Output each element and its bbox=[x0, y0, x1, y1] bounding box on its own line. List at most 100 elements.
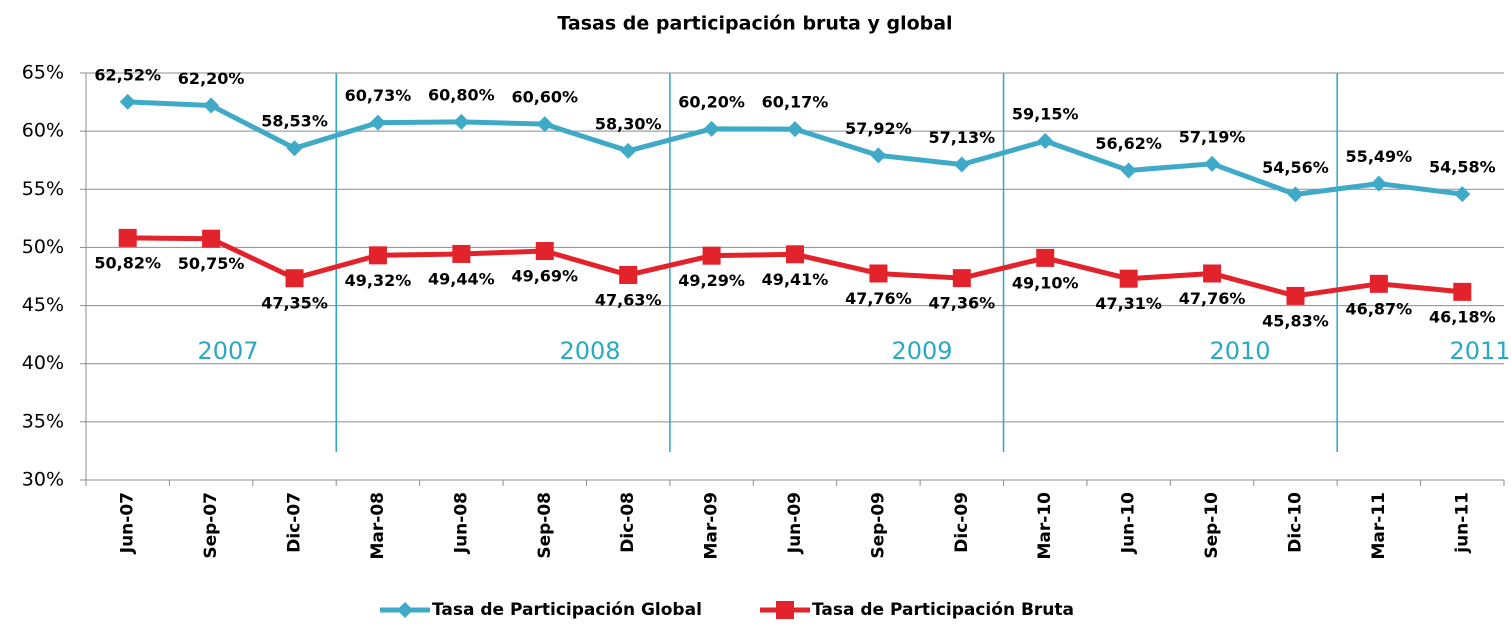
data-label: 57,19% bbox=[1179, 127, 1246, 146]
point-marker bbox=[870, 147, 887, 164]
data-label: 46,18% bbox=[1429, 307, 1496, 326]
point-marker bbox=[1120, 162, 1137, 179]
data-label: 56,62% bbox=[1095, 134, 1162, 153]
x-tick-label: Sep-10 bbox=[1202, 492, 1222, 559]
data-label: 54,56% bbox=[1262, 158, 1329, 177]
data-label: 49,10% bbox=[1012, 273, 1079, 292]
data-label: 58,30% bbox=[595, 114, 662, 133]
data-label: 55,49% bbox=[1346, 147, 1413, 166]
point-marker bbox=[619, 265, 638, 284]
point-marker bbox=[119, 93, 136, 110]
point-marker bbox=[118, 228, 137, 247]
data-label: 49,32% bbox=[345, 271, 412, 290]
x-tick-label: Mar-11 bbox=[1369, 492, 1389, 560]
data-label: 47,76% bbox=[845, 289, 912, 308]
point-marker bbox=[1204, 155, 1221, 172]
point-marker bbox=[953, 156, 970, 173]
data-label: 50,82% bbox=[94, 253, 161, 272]
legend-label: Tasa de Participación Bruta bbox=[812, 600, 1074, 620]
x-tick-label: Sep-07 bbox=[201, 492, 221, 559]
data-label: 60,80% bbox=[428, 85, 495, 104]
data-label: 50,75% bbox=[178, 254, 245, 273]
point-marker bbox=[702, 246, 721, 265]
data-label: 59,15% bbox=[1012, 105, 1079, 124]
point-marker bbox=[787, 121, 803, 138]
point-marker bbox=[1286, 286, 1305, 305]
data-label: 49,29% bbox=[678, 271, 745, 290]
data-label: 60,60% bbox=[511, 88, 578, 107]
legend-marker bbox=[397, 602, 413, 618]
year-label: 2009 bbox=[891, 337, 952, 365]
year-label: 2007 bbox=[197, 337, 258, 365]
data-label: 58,53% bbox=[261, 112, 328, 131]
x-tick-label: Mar-09 bbox=[702, 492, 722, 560]
year-label: 2008 bbox=[559, 337, 620, 365]
x-tick-label: Mar-10 bbox=[1035, 492, 1055, 560]
data-label: 57,92% bbox=[845, 119, 912, 138]
x-tick-label: Dic-10 bbox=[1285, 492, 1305, 553]
data-label: 49,69% bbox=[511, 267, 578, 286]
point-marker bbox=[703, 120, 720, 137]
y-tick-label: 55% bbox=[22, 178, 64, 200]
y-tick-label: 50% bbox=[22, 236, 64, 258]
x-tick-label: jun-11 bbox=[1452, 492, 1472, 554]
y-tick-label: 65% bbox=[22, 62, 64, 84]
data-label: 60,73% bbox=[345, 86, 412, 105]
data-label: 47,76% bbox=[1179, 289, 1246, 308]
x-tick-label: Jun-10 bbox=[1119, 492, 1139, 554]
data-label: 46,87% bbox=[1346, 299, 1413, 318]
y-tick-label: 40% bbox=[22, 352, 64, 374]
data-label: 47,63% bbox=[595, 290, 662, 309]
data-label: 45,83% bbox=[1262, 311, 1329, 330]
year-label: 2010 bbox=[1209, 337, 1270, 365]
point-marker bbox=[1287, 186, 1304, 203]
x-tick-label: Sep-08 bbox=[535, 492, 555, 559]
point-marker bbox=[286, 140, 303, 157]
data-label: 47,36% bbox=[929, 294, 996, 313]
x-tick-label: Dic-08 bbox=[618, 492, 638, 553]
data-label: 47,35% bbox=[261, 294, 328, 313]
point-marker bbox=[369, 114, 386, 131]
point-marker bbox=[285, 269, 304, 288]
data-label: 47,31% bbox=[1095, 294, 1162, 313]
x-tick-label: Mar-08 bbox=[368, 492, 388, 560]
point-marker bbox=[620, 142, 637, 159]
data-label: 57,13% bbox=[929, 128, 996, 147]
point-marker bbox=[1203, 264, 1222, 283]
x-tick-label: Dic-09 bbox=[952, 492, 972, 553]
data-label: 49,41% bbox=[762, 270, 829, 289]
point-marker bbox=[1454, 186, 1471, 203]
series-line bbox=[127, 99, 1463, 197]
point-marker bbox=[535, 242, 554, 261]
x-tick-label: Jun-08 bbox=[451, 492, 471, 554]
y-tick-label: 45% bbox=[22, 294, 64, 316]
legend-label: Tasa de Participación Global bbox=[432, 600, 702, 620]
point-marker bbox=[203, 97, 220, 114]
point-marker bbox=[453, 113, 470, 130]
x-tick-label: Sep-09 bbox=[868, 492, 888, 559]
point-marker bbox=[869, 264, 888, 283]
point-marker bbox=[786, 245, 804, 264]
point-marker bbox=[452, 244, 471, 263]
point-marker bbox=[1453, 282, 1472, 301]
data-label: 49,44% bbox=[428, 269, 495, 288]
x-tick-label: Jun-09 bbox=[785, 492, 805, 554]
point-marker bbox=[202, 229, 221, 248]
data-label: 60,17% bbox=[762, 93, 829, 112]
x-tick-label: Dic-07 bbox=[285, 492, 305, 553]
data-label: 60,20% bbox=[678, 92, 745, 111]
point-marker bbox=[536, 116, 553, 133]
point-marker bbox=[1370, 175, 1387, 192]
data-label: 62,20% bbox=[178, 69, 245, 88]
data-label: 62,52% bbox=[94, 65, 161, 84]
x-tick-label: Jun-07 bbox=[118, 492, 138, 554]
data-label: 54,58% bbox=[1429, 158, 1496, 177]
point-marker bbox=[1036, 248, 1055, 267]
point-marker bbox=[1037, 133, 1054, 150]
y-tick-label: 60% bbox=[22, 120, 64, 142]
y-tick-label: 35% bbox=[22, 410, 64, 432]
point-marker bbox=[1119, 269, 1138, 288]
year-label: 2011 bbox=[1449, 337, 1510, 365]
point-marker bbox=[952, 269, 971, 288]
